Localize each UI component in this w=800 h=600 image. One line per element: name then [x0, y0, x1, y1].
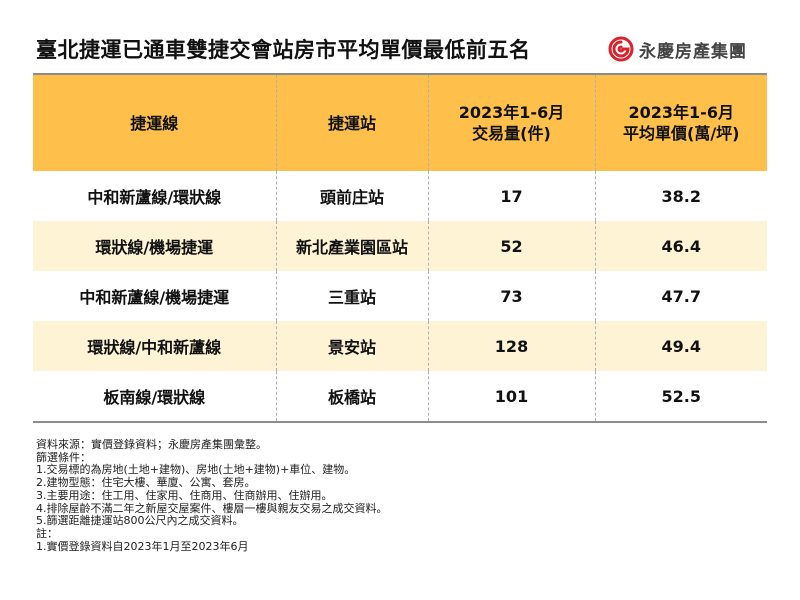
cell-line: 中和新蘆線/機場捷運: [33, 271, 276, 321]
note-line: 2.建物型態：住宅大樓、華廈、公寓、套房。: [36, 476, 256, 490]
note-line: 4.排除屋齡不滿二年之新屋交屋案件、樓層一樓與親友交易之成交資料。: [36, 501, 388, 515]
logo-text: 永慶房產集團: [639, 41, 747, 62]
cell-volume: 52: [427, 221, 595, 271]
cell-volume: 128: [427, 321, 595, 371]
note-line: 1.交易標的為房地(土地+建物)、房地(土地+建物)+車位、建物。: [36, 463, 356, 477]
header-volume-label: 交易量(件): [472, 124, 551, 143]
cell-volume: 101: [427, 371, 595, 422]
note-line: 註：: [36, 526, 58, 540]
cell-station: 頭前庄站: [275, 171, 428, 221]
table-row: 中和新蘆線/環狀線 頭前庄站 17 38.2: [33, 171, 767, 221]
table-header-row: 捷運線 捷運站 2023年1-6月 交易量(件) 2023年1-6月 平均單價(…: [33, 74, 767, 171]
header-price-period: 2023年1-6月: [628, 103, 734, 122]
cell-station: 新北產業園區站: [275, 221, 428, 271]
header-station-label: 捷運站: [327, 113, 376, 133]
cell-line: 環狀線/機場捷運: [33, 221, 276, 271]
note-line: 1.實價登錄資料自2023年1月至2023年6月: [36, 539, 249, 553]
price-table: 捷運線 捷運站 2023年1-6月 交易量(件) 2023年1-6月 平均單價(…: [33, 73, 767, 423]
cell-price: 47.7: [594, 271, 767, 321]
table-row: 板南線/環狀線 板橋站 101 52.5: [33, 371, 767, 422]
table-row: 環狀線/機場捷運 新北產業園區站 52 46.4: [33, 221, 767, 271]
cell-price: 46.4: [594, 221, 767, 271]
cell-station: 景安站: [275, 321, 428, 371]
cell-station: 三重站: [275, 271, 428, 321]
cell-line: 板南線/環狀線: [33, 371, 276, 422]
header-line-label: 捷運線: [130, 113, 179, 133]
header-volume: 2023年1-6月 交易量(件): [427, 74, 595, 171]
source-notes: 資料來源：實價登錄資料；永慶房產集團彙整。 篩選條件： 1.交易標的為房地(土地…: [36, 438, 388, 553]
cell-price: 49.4: [594, 321, 767, 371]
header-station: 捷運站: [275, 74, 428, 171]
cell-line: 環狀線/中和新蘆線: [33, 321, 276, 371]
table-row: 中和新蘆線/機場捷運 三重站 73 47.7: [33, 271, 767, 321]
header-volume-period: 2023年1-6月: [458, 103, 565, 122]
note-line: 資料來源：實價登錄資料；永慶房產集團彙整。: [36, 438, 267, 451]
cell-volume: 17: [427, 171, 595, 221]
swirl-logo-icon: [608, 36, 634, 62]
table-row: 環狀線/中和新蘆線 景安站 128 49.4: [33, 321, 767, 371]
cell-line: 中和新蘆線/環狀線: [33, 171, 276, 221]
cell-station: 板橋站: [275, 371, 428, 422]
cell-volume: 73: [427, 271, 595, 321]
note-line: 篩選條件：: [36, 450, 91, 464]
page-title: 臺北捷運已通車雙捷交會站房市平均單價最低前五名: [36, 38, 531, 62]
note-line: 5.篩選距離捷運站800公尺內之成交資料。: [36, 514, 244, 528]
brand-logo: 永慶房產集團: [608, 36, 747, 62]
cell-price: 38.2: [594, 171, 767, 221]
header-price: 2023年1-6月 平均單價(萬/坪): [594, 74, 767, 171]
header-price-label: 平均單價(萬/坪): [623, 124, 740, 143]
header-line: 捷運線: [33, 74, 276, 171]
note-line: 3.主要用途：住工用、住家用、住商用、住商辦用、住辦用。: [36, 488, 333, 502]
cell-price: 52.5: [594, 371, 767, 422]
